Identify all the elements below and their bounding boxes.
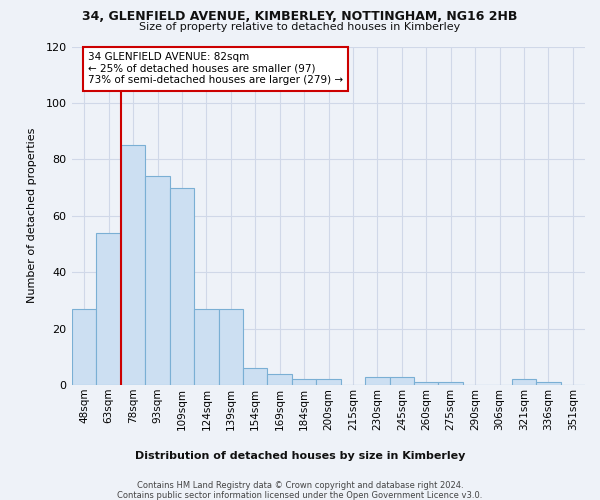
- Bar: [389, 376, 414, 385]
- Bar: [365, 376, 389, 385]
- Text: 34, GLENFIELD AVENUE, KIMBERLEY, NOTTINGHAM, NG16 2HB: 34, GLENFIELD AVENUE, KIMBERLEY, NOTTING…: [82, 10, 518, 23]
- Bar: [316, 380, 341, 385]
- Bar: [243, 368, 268, 385]
- Bar: [194, 309, 218, 385]
- Bar: [145, 176, 170, 385]
- Bar: [170, 188, 194, 385]
- Bar: [72, 309, 97, 385]
- Bar: [292, 380, 316, 385]
- Text: Size of property relative to detached houses in Kimberley: Size of property relative to detached ho…: [139, 22, 461, 32]
- Text: Contains public sector information licensed under the Open Government Licence v3: Contains public sector information licen…: [118, 491, 482, 500]
- Bar: [268, 374, 292, 385]
- Bar: [536, 382, 560, 385]
- Bar: [414, 382, 439, 385]
- Bar: [218, 309, 243, 385]
- Text: 34 GLENFIELD AVENUE: 82sqm
← 25% of detached houses are smaller (97)
73% of semi: 34 GLENFIELD AVENUE: 82sqm ← 25% of deta…: [88, 52, 343, 86]
- Bar: [121, 146, 145, 385]
- Text: Contains HM Land Registry data © Crown copyright and database right 2024.: Contains HM Land Registry data © Crown c…: [137, 481, 463, 490]
- Bar: [97, 232, 121, 385]
- Y-axis label: Number of detached properties: Number of detached properties: [27, 128, 37, 304]
- Text: Distribution of detached houses by size in Kimberley: Distribution of detached houses by size …: [135, 451, 465, 461]
- Bar: [439, 382, 463, 385]
- Bar: [512, 380, 536, 385]
